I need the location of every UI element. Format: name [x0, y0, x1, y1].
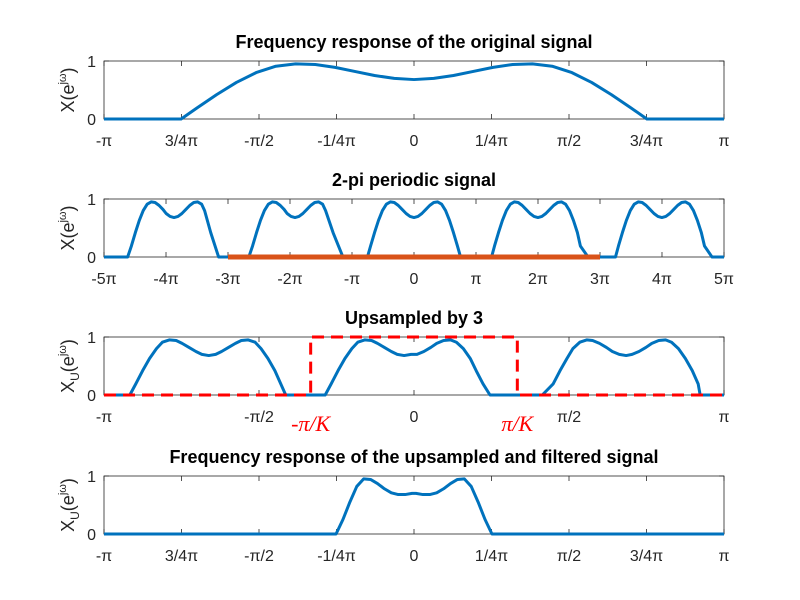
x-tick-label: 3/4π — [165, 133, 198, 150]
y-tick-label: 0 — [87, 112, 96, 129]
y-axis-label-base: X — [58, 520, 78, 532]
y-axis-label: X(ejω) — [57, 67, 78, 112]
subplot-title: Upsampled by 3 — [345, 308, 483, 328]
x-tick-label: 1/4π — [475, 548, 508, 565]
x-tick-label: -π — [344, 271, 360, 288]
y-axis-label: X(ejω) — [57, 205, 78, 250]
axes-box — [103, 475, 725, 535]
x-tick-label: -π/2 — [244, 409, 274, 426]
x-tick-label: π/2 — [557, 133, 581, 150]
x-tick-label: -1/4π — [317, 548, 356, 565]
cutoff-annotation: π/K — [501, 411, 534, 436]
y-tick-label: 1 — [87, 469, 96, 486]
x-tick-label: π — [718, 409, 729, 426]
y-tick-label: 0 — [87, 527, 96, 544]
x-tick-label: 0 — [410, 271, 419, 288]
x-tick-label: π — [470, 271, 481, 288]
x-tick-label: 3/4π — [630, 133, 663, 150]
axes-box — [103, 60, 725, 120]
x-tick-label: -3π — [215, 271, 240, 288]
x-tick-label: -1/4π — [317, 133, 356, 150]
y-axis-label-base: X — [58, 381, 78, 393]
y-axis-label-close: ) — [58, 339, 78, 345]
y-axis-label-open: (e — [58, 356, 78, 372]
x-tick-label: 3/4π — [630, 548, 663, 565]
x-tick-label: 3/4π — [165, 548, 198, 565]
y-axis-label-sub: U — [68, 372, 82, 381]
y-axis-label-base: X — [58, 101, 78, 113]
x-tick-label: -π/2 — [244, 133, 274, 150]
y-axis-label-close: ) — [58, 67, 78, 73]
y-tick-label: 1 — [87, 330, 96, 347]
y-axis-label-close: ) — [58, 205, 78, 211]
axes-box — [103, 198, 725, 258]
x-tick-label: -5π — [91, 271, 116, 288]
x-tick-label: -π — [96, 133, 112, 150]
x-tick-label: 0 — [410, 548, 419, 565]
y-axis-label-open: (e — [58, 85, 78, 101]
x-tick-label: π/2 — [557, 548, 581, 565]
y-tick-label: 1 — [87, 54, 96, 71]
subplot-1: Frequency response of the original signa… — [57, 32, 730, 150]
filter-series-line — [104, 335, 724, 397]
x-tick-label: 2π — [528, 271, 548, 288]
x-tick-label: -4π — [153, 271, 178, 288]
x-tick-label: 0 — [410, 133, 419, 150]
y-axis-label-open: (e — [58, 223, 78, 239]
y-axis-label-sup: jω — [57, 211, 69, 223]
x-tick-label: -2π — [277, 271, 302, 288]
x-tick-label: -π/2 — [244, 548, 274, 565]
cutoff-annotation: -π/K — [291, 411, 331, 436]
signal-series-line — [104, 477, 724, 536]
signal-series-line — [104, 200, 724, 259]
x-tick-label: 1/4π — [475, 133, 508, 150]
x-tick-label: 3π — [590, 271, 610, 288]
y-axis-label-sup: jω — [57, 484, 69, 496]
x-tick-label: π — [718, 548, 729, 565]
y-axis-label-sub: U — [68, 511, 82, 520]
subplot-3: Upsampled by 3 -π -π/2 0 π/2 π 0 1 XU(ejω) -π/K π/… — [57, 308, 730, 436]
subplot-2: 2-pi periodic signal -5π -4π -3π -2π -π 0 π 2π 3π… — [57, 170, 734, 288]
subplot-4: Frequency response of the upsampled and … — [57, 447, 730, 565]
y-axis-label-close: ) — [58, 478, 78, 484]
signal-series-line — [104, 338, 724, 397]
x-tick-label: 4π — [652, 271, 672, 288]
y-axis-label-open: (e — [58, 495, 78, 511]
y-axis-label: XU(ejω) — [57, 478, 82, 532]
x-tick-label: 0 — [410, 409, 419, 426]
subplot-title: Frequency response of the upsampled and … — [169, 447, 658, 467]
x-tick-label: -π — [96, 409, 112, 426]
y-tick-label: 0 — [87, 388, 96, 405]
axes-box — [103, 336, 725, 396]
x-tick-label: 5π — [714, 271, 734, 288]
y-axis-label-base: X — [58, 239, 78, 251]
signal-series-line — [104, 62, 724, 121]
x-tick-label: π/2 — [557, 409, 581, 426]
y-axis-label-sup: jω — [57, 73, 69, 85]
subplot-title: 2-pi periodic signal — [332, 170, 496, 190]
subplot-title: Frequency response of the original signa… — [235, 32, 592, 52]
y-tick-label: 1 — [87, 192, 96, 209]
x-tick-label: -π — [96, 548, 112, 565]
y-axis-label: XU(ejω) — [57, 339, 82, 393]
y-axis-label-sup: jω — [57, 345, 69, 357]
y-tick-label: 0 — [87, 250, 96, 267]
x-tick-label: π — [718, 133, 729, 150]
